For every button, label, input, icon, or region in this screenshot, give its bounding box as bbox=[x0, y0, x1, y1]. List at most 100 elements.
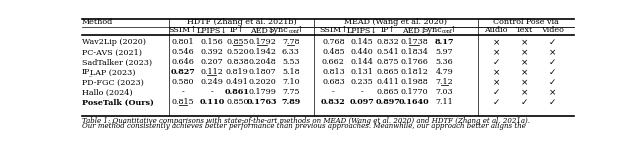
Text: ×: × bbox=[520, 88, 528, 97]
Text: SSIM↑: SSIM↑ bbox=[319, 26, 348, 34]
Text: ✓: ✓ bbox=[549, 58, 556, 67]
Text: 0.541: 0.541 bbox=[376, 48, 399, 56]
Text: 0.1834: 0.1834 bbox=[400, 48, 428, 56]
Text: ✓: ✓ bbox=[549, 78, 556, 87]
Text: Table 1: Quantitative comparisons with state-of-the-art methods on MEAD (Wang et: Table 1: Quantitative comparisons with s… bbox=[81, 117, 529, 125]
Text: Control Pose via: Control Pose via bbox=[493, 18, 559, 26]
Text: 0.144: 0.144 bbox=[351, 58, 374, 66]
Text: 0.097: 0.097 bbox=[349, 98, 374, 106]
Text: 0.646: 0.646 bbox=[172, 58, 195, 66]
Text: 0.1799: 0.1799 bbox=[248, 89, 276, 96]
Text: 0.411: 0.411 bbox=[376, 78, 399, 86]
Text: IP↑: IP↑ bbox=[230, 26, 245, 34]
Text: ×: × bbox=[549, 48, 556, 57]
Text: 0.865: 0.865 bbox=[376, 68, 399, 76]
Text: SadTalker (2023): SadTalker (2023) bbox=[81, 58, 152, 66]
Text: ×: × bbox=[493, 78, 500, 87]
Text: ✓: ✓ bbox=[549, 98, 556, 107]
Text: ×: × bbox=[520, 68, 528, 77]
Text: Hallo (2024): Hallo (2024) bbox=[81, 89, 132, 96]
Text: 0.207: 0.207 bbox=[200, 58, 223, 66]
Text: conf: conf bbox=[442, 29, 452, 34]
Text: 0.491: 0.491 bbox=[226, 78, 249, 86]
Text: 7.03: 7.03 bbox=[435, 89, 453, 96]
Text: 0.1812: 0.1812 bbox=[400, 68, 428, 76]
Text: ✓: ✓ bbox=[493, 58, 500, 67]
Text: 0.865: 0.865 bbox=[376, 89, 399, 96]
Text: 0.801: 0.801 bbox=[172, 38, 195, 46]
Text: 0.1807: 0.1807 bbox=[248, 68, 276, 76]
Text: 5.18: 5.18 bbox=[282, 68, 300, 76]
Text: PC-AVS (2021): PC-AVS (2021) bbox=[81, 48, 141, 56]
Text: 0.2048: 0.2048 bbox=[248, 58, 276, 66]
Text: 0.110: 0.110 bbox=[199, 98, 225, 106]
Text: 0.1738: 0.1738 bbox=[400, 38, 428, 46]
Text: 0.580: 0.580 bbox=[172, 78, 195, 86]
Text: ×: × bbox=[520, 38, 528, 47]
Text: 6.33: 6.33 bbox=[282, 48, 300, 56]
Text: 7.12: 7.12 bbox=[435, 78, 453, 86]
Text: 0.850: 0.850 bbox=[226, 98, 248, 106]
Text: 0.145: 0.145 bbox=[351, 38, 374, 46]
Text: _: _ bbox=[90, 70, 93, 78]
Text: Sync: Sync bbox=[422, 26, 442, 34]
Text: ×: × bbox=[493, 48, 500, 57]
Text: 0.485: 0.485 bbox=[322, 48, 345, 56]
Text: 0.875: 0.875 bbox=[376, 58, 399, 66]
Text: ×: × bbox=[520, 48, 528, 57]
Text: 0.838: 0.838 bbox=[226, 58, 248, 66]
Text: 5.97: 5.97 bbox=[435, 48, 453, 56]
Text: ↑: ↑ bbox=[296, 26, 303, 34]
Text: 7.11: 7.11 bbox=[435, 98, 453, 106]
Text: -: - bbox=[182, 89, 184, 96]
Text: 0.1942: 0.1942 bbox=[248, 48, 276, 56]
Text: PD-FGC (2023): PD-FGC (2023) bbox=[81, 78, 143, 86]
Text: 0.249: 0.249 bbox=[200, 78, 223, 86]
Text: Video: Video bbox=[541, 26, 564, 34]
Text: 0.768: 0.768 bbox=[322, 38, 345, 46]
Text: 0.815: 0.815 bbox=[172, 98, 195, 106]
Text: -: - bbox=[332, 89, 335, 96]
Text: 0.156: 0.156 bbox=[200, 38, 223, 46]
Text: 0.827: 0.827 bbox=[171, 68, 195, 76]
Text: 0.112: 0.112 bbox=[200, 68, 223, 76]
Text: ↑: ↑ bbox=[449, 26, 456, 34]
Text: PoseTalk (Ours): PoseTalk (Ours) bbox=[81, 98, 154, 106]
Text: 5.36: 5.36 bbox=[435, 58, 453, 66]
Text: 0.832: 0.832 bbox=[321, 98, 346, 106]
Text: 0.819: 0.819 bbox=[226, 68, 249, 76]
Text: ×: × bbox=[493, 38, 500, 47]
Text: 0.520: 0.520 bbox=[226, 48, 248, 56]
Text: 0.832: 0.832 bbox=[376, 38, 399, 46]
Text: 0.855: 0.855 bbox=[226, 38, 248, 46]
Text: Our method consistently achieves better performance than previous approaches. Me: Our method consistently achieves better … bbox=[81, 122, 525, 130]
Text: ✓: ✓ bbox=[549, 68, 556, 77]
Text: 0.392: 0.392 bbox=[200, 48, 223, 56]
Text: IP: IP bbox=[81, 68, 90, 76]
Text: AED↓: AED↓ bbox=[250, 26, 275, 34]
Text: 0.131: 0.131 bbox=[351, 68, 374, 76]
Text: 0.440: 0.440 bbox=[351, 48, 374, 56]
Text: 7.10: 7.10 bbox=[282, 78, 300, 86]
Text: 0.235: 0.235 bbox=[351, 78, 374, 86]
Text: 8.17: 8.17 bbox=[435, 38, 454, 46]
Text: Sync: Sync bbox=[269, 26, 289, 34]
Text: ✓: ✓ bbox=[520, 98, 528, 107]
Text: 7.75: 7.75 bbox=[282, 89, 300, 96]
Text: 0.1988: 0.1988 bbox=[400, 78, 428, 86]
Text: LPIPS↓: LPIPS↓ bbox=[346, 26, 378, 34]
Text: 0.813: 0.813 bbox=[322, 68, 345, 76]
Text: 0.662: 0.662 bbox=[322, 58, 345, 66]
Text: ×: × bbox=[520, 78, 528, 87]
Text: HDTF (Zhang et al. 2021b): HDTF (Zhang et al. 2021b) bbox=[187, 18, 296, 26]
Text: 0.1770: 0.1770 bbox=[400, 89, 428, 96]
Text: MEAD (Wang et al. 2020): MEAD (Wang et al. 2020) bbox=[344, 18, 447, 26]
Text: 0.2020: 0.2020 bbox=[248, 78, 276, 86]
Text: 7.78: 7.78 bbox=[282, 38, 300, 46]
Text: ×: × bbox=[493, 68, 500, 77]
Text: 0.897: 0.897 bbox=[375, 98, 400, 106]
Text: 4.79: 4.79 bbox=[435, 68, 453, 76]
Text: ✓: ✓ bbox=[549, 38, 556, 47]
Text: 7.89: 7.89 bbox=[281, 98, 300, 106]
Text: 0.1640: 0.1640 bbox=[399, 98, 429, 106]
